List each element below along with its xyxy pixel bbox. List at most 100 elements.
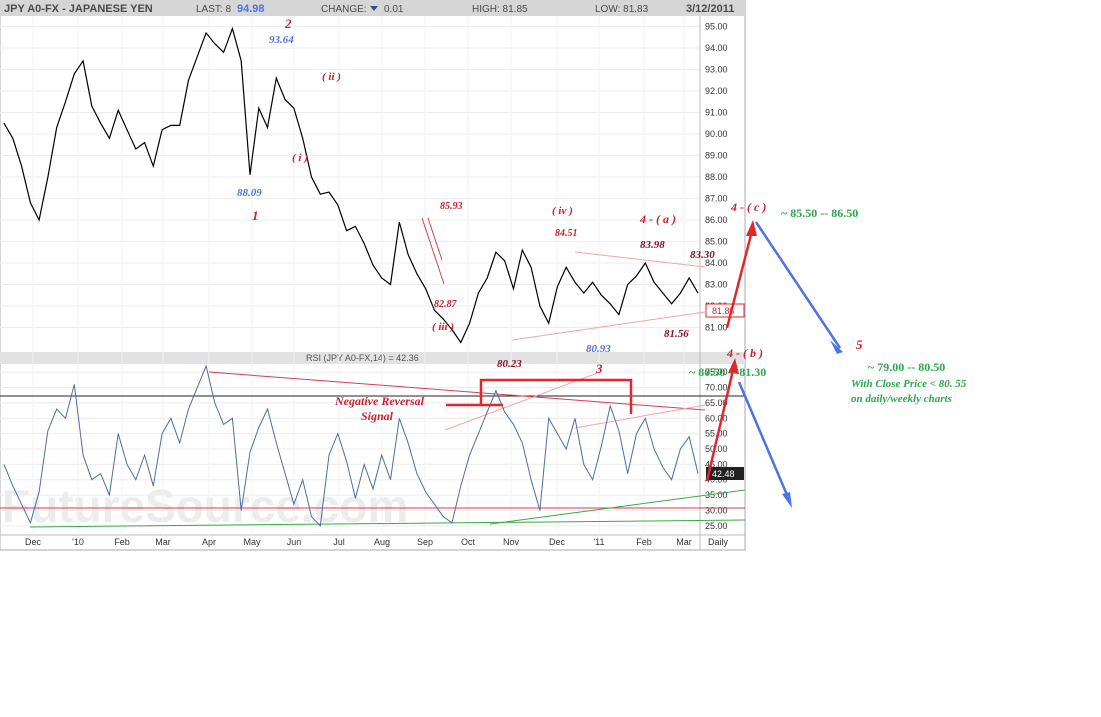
wave-4a-label: 4 - ( a ) [639, 212, 676, 226]
price-current-label: 81.85 [712, 306, 735, 316]
up-arrow-rsi-head [728, 358, 739, 374]
rsi-trendlines [0, 371, 746, 528]
wave-iv-label: ( iv ) [552, 205, 573, 217]
down-arrow-rsi-head [782, 492, 792, 508]
up-arrow-rsi [705, 365, 736, 482]
last-value: 94.98 [237, 3, 265, 15]
neg-signal-line1: Negative Reversal [334, 394, 425, 408]
low-label: LOW: 81.83 [595, 4, 649, 15]
x-tick-label: Dec [25, 537, 42, 547]
neg-signal-line2: Signal [361, 409, 394, 423]
down-arrow-5-head [830, 340, 843, 354]
price-tick-label: 90.00 [705, 129, 728, 139]
down-arrow-rsi [737, 381, 792, 503]
symbol-label: JPY A0-FX - JAPANESE YEN [4, 3, 153, 15]
price-tick-label: 85.00 [705, 236, 728, 246]
x-tick-label: May [243, 537, 261, 547]
x-tick-label: '10 [72, 537, 84, 547]
target-4c-text: ~ 85.50 -- 86.50 [781, 206, 858, 220]
target-4b-text: ~ 80.50 -- 81.30 [689, 365, 766, 379]
x-tick-label: Dec [549, 537, 566, 547]
change-down-icon [370, 6, 378, 11]
price-tick-label: 94.00 [705, 43, 728, 53]
x-tick-label: Feb [636, 537, 652, 547]
rsi-down-trendline [208, 371, 706, 411]
price-grid: 95.00 94.00 93.00 92.00 91.00 90.00 89.00 88.00… [0, 16, 728, 550]
wedge-line-a [421, 217, 445, 285]
wave-3-label: 3 [595, 361, 603, 376]
last-label: LAST: 8 [196, 4, 231, 15]
price-83-98-label: 83.98 [640, 239, 665, 251]
rsi-rise-line-a [444, 371, 601, 431]
wave-iii-label: ( iii ) [432, 321, 454, 333]
x-tick-label: '11 [593, 537, 604, 547]
target-labels: ~ 85.50 -- 86.50 ~ 80.50 -- 81.30 ~ 79.0… [689, 206, 967, 405]
price-tick-label: 84.00 [705, 258, 728, 268]
x-axis: Dec '10 Feb Mar Apr May Jun Jul Aug Sep Oct Nov Dec '… [0, 16, 745, 547]
x-tick-label: Nov [503, 537, 520, 547]
rsi-tick-label: 50.00 [705, 444, 728, 454]
price-84-51-label: 84.51 [555, 228, 578, 239]
high-label: HIGH: 81.85 [472, 4, 528, 15]
reversal-bracket [479, 378, 633, 414]
x-tick-label: Mar [676, 537, 692, 547]
wedge-line-b [427, 217, 443, 261]
price-tick-label: 95.00 [705, 21, 728, 31]
x-tick-label: Feb [114, 537, 130, 547]
rsi-tick-label: 55.00 [705, 429, 728, 439]
down-arrow-5 [754, 221, 842, 349]
price-82-87-label: 82.87 [434, 299, 458, 310]
x-tick-label: Mar [155, 537, 171, 547]
header-date: 3/12/2011 [686, 3, 734, 15]
panel-separator [0, 352, 745, 364]
price-81-56-label: 81.56 [664, 328, 689, 340]
x-tick-label: Jul [333, 537, 345, 547]
negative-reversal-marker: Negative Reversal Signal [334, 378, 633, 423]
price-tick-label: 87.00 [705, 193, 728, 203]
rsi-tick-label: 35.00 [705, 490, 728, 500]
price-series-line [3, 26, 699, 344]
wave-4b-label: 4 - ( b ) [726, 346, 763, 360]
x-tick-label: Jun [287, 537, 302, 547]
x-tick-label: Sep [417, 537, 433, 547]
chart-frame [0, 0, 746, 551]
wave-i-label: ( i ) [292, 152, 308, 164]
rsi-tick-label: 75.00 [705, 367, 728, 377]
up-arrow-4c [725, 226, 755, 329]
close-note-line1: With Close Price < 80. 55 [851, 378, 967, 390]
timeframe-label: Daily [708, 537, 729, 547]
rsi-support-line-a [29, 519, 746, 528]
price-trendlines [421, 217, 706, 341]
wave-5-label: 5 [856, 337, 863, 352]
price-tick-label: 83.00 [705, 279, 728, 289]
price-tick-label: 93.00 [705, 64, 728, 74]
price-80-93-label: 80.93 [586, 343, 611, 355]
rsi-tick-label: 25.00 [705, 521, 728, 531]
price-current-box [705, 303, 745, 318]
close-note-line2: on daily/weekly charts [851, 393, 952, 405]
price-tick-label: 92.00 [705, 86, 728, 96]
rsi-current-box [706, 467, 744, 480]
wave-2-label: 2 [284, 16, 292, 31]
x-tick-label: Aug [374, 537, 390, 547]
rsi-tick-label: 70.00 [705, 383, 728, 393]
high-93-64-label: 93.64 [269, 34, 294, 46]
rsi-tick-label: 30.00 [705, 505, 728, 515]
target-5-text: ~ 79.00 -- 80.50 [868, 360, 945, 374]
up-arrow-4c-head [746, 220, 757, 236]
projection-arrows [705, 220, 843, 508]
rsi-series-line [3, 364, 699, 528]
price-tick-label: 88.00 [705, 172, 728, 182]
wave-labels: 2 93.64 ( ii ) ( i ) 88.09 1 85.93 82.87… [237, 16, 863, 376]
wave-1-label: 1 [252, 208, 259, 223]
watermark: FutureSource.com [2, 480, 408, 532]
price-tick-label: 91.00 [705, 107, 728, 117]
low-88-09-label: 88.09 [237, 187, 262, 199]
x-tick-label: Oct [461, 537, 476, 547]
upper-channel-line [574, 251, 706, 268]
price-tick-label: 81.00 [705, 322, 728, 332]
change-value: 0.01 [384, 4, 404, 15]
price-80-23-label: 80.23 [497, 358, 522, 370]
price-tick-label: 86.00 [705, 215, 728, 225]
